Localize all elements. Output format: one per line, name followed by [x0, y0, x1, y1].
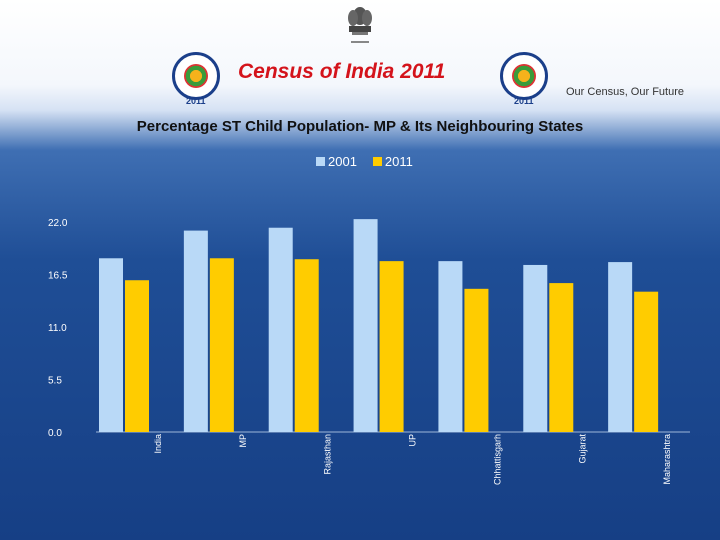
x-tick-label: Gujarat [577, 434, 587, 464]
chart-title: Percentage ST Child Population- MP & Its… [136, 118, 584, 135]
bar-2011-rajasthan [294, 259, 319, 432]
bar-2011-maharashtra [634, 291, 659, 432]
x-tick-label: Chhattisgarh [492, 434, 502, 485]
page-title: Census of India 2011 [238, 60, 446, 83]
bar-2001-up [353, 219, 378, 432]
legend-item-2001: 2001 [316, 154, 357, 169]
bar-2011-india [125, 280, 149, 432]
logo-year-right: 2011 [514, 96, 534, 106]
bar-2001-rajasthan [268, 227, 293, 432]
bar-2011-up [379, 261, 404, 432]
legend-label-2011: 2011 [384, 154, 413, 169]
legend-label-2001: 2001 [328, 154, 357, 169]
logo-year-left: 2011 [186, 96, 206, 106]
bar-2011-gujarat [549, 283, 574, 432]
y-tick-label: 22.0 [48, 218, 68, 229]
x-tick-label: Rajasthan [323, 434, 333, 475]
national-emblem-icon [348, 7, 372, 43]
y-tick-label: 0.0 [48, 428, 62, 439]
bar-2011-mp [209, 258, 234, 432]
x-tick-label: MP [238, 434, 248, 448]
tagline: Our Census, Our Future [566, 86, 684, 98]
legend-item-2011: 2011 [372, 154, 413, 169]
header: 2011 Census of India 2011 2011 Our Censu… [0, 0, 720, 110]
bar-2001-gujarat [523, 264, 548, 432]
bar-2001-mp [183, 230, 208, 432]
chart-legend: 2001 2011 [316, 154, 413, 169]
x-tick-label: UP [408, 434, 418, 447]
y-tick-label: 16.5 [48, 271, 68, 282]
legend-swatch-2001 [316, 157, 325, 166]
bar-2001-india [99, 258, 123, 432]
y-tick-label: 11.0 [48, 323, 67, 334]
census-logo-left [172, 52, 220, 100]
x-tick-label: India [153, 434, 163, 454]
y-tick-label: 5.5 [48, 376, 62, 387]
bar-2001-chhattisgarh [438, 261, 463, 432]
bar-2011-chhattisgarh [464, 288, 489, 432]
census-logo-right [500, 52, 548, 100]
x-tick-label: Maharashtra [662, 434, 672, 485]
bar-2001-maharashtra [608, 262, 633, 432]
legend-swatch-2011 [372, 157, 382, 166]
